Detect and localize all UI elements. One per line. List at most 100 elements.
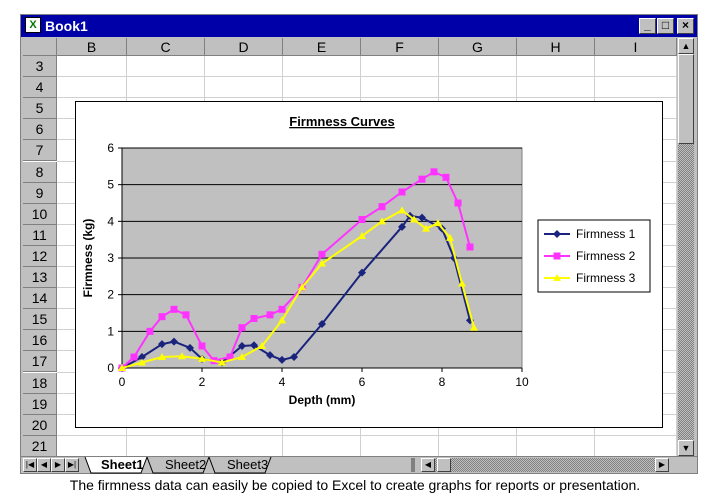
- row-header-11[interactable]: 11: [23, 224, 57, 246]
- y-tick-label: 0: [107, 361, 114, 375]
- minimize-button[interactable]: _: [639, 18, 656, 34]
- row-header-14[interactable]: 14: [23, 288, 57, 310]
- sheet-tab-sheet1[interactable]: Sheet1: [101, 457, 144, 472]
- horizontal-scroll-thumb[interactable]: [437, 458, 451, 472]
- hscroll-right-button[interactable]: ▶: [655, 458, 669, 472]
- row-header-6[interactable]: 6: [23, 119, 57, 141]
- resize-grip[interactable]: [671, 458, 693, 472]
- sheet-tab-sheet3[interactable]: Sheet3: [227, 457, 269, 472]
- row-header-19[interactable]: 19: [23, 393, 57, 415]
- column-header-f[interactable]: F: [361, 38, 439, 56]
- column-header-c[interactable]: C: [127, 38, 205, 56]
- column-header-e[interactable]: E: [283, 38, 361, 56]
- data-point: [422, 224, 430, 232]
- data-point: [466, 243, 474, 251]
- data-point: [170, 337, 178, 346]
- data-point: [198, 354, 206, 362]
- row-header-15[interactable]: 15: [23, 309, 57, 331]
- prev-sheet-button[interactable]: ◀: [37, 458, 51, 472]
- data-point: [218, 358, 226, 366]
- data-point: [278, 355, 286, 364]
- row-header-5[interactable]: 5: [23, 98, 57, 120]
- gridline: [676, 56, 677, 456]
- caption-text: The firmness data can easily be copied t…: [69, 477, 641, 493]
- row-header-12[interactable]: 12: [23, 245, 57, 267]
- row-header-13[interactable]: 13: [23, 267, 57, 289]
- legend-marker: [553, 230, 561, 238]
- scroll-down-button[interactable]: ▼: [678, 440, 694, 456]
- data-point: [410, 215, 418, 223]
- row-header-4[interactable]: 4: [23, 77, 57, 99]
- data-point: [458, 279, 466, 287]
- data-point: [158, 340, 166, 349]
- gridline: [57, 76, 677, 78]
- column-header-b[interactable]: B: [57, 38, 127, 56]
- excel-icon[interactable]: X: [25, 17, 41, 33]
- row-header-9[interactable]: 9: [23, 182, 57, 204]
- data-point: [226, 353, 234, 361]
- row-header-16[interactable]: 16: [23, 330, 57, 352]
- scroll-thumb[interactable]: [678, 54, 694, 144]
- data-point: [398, 206, 406, 214]
- last-sheet-button[interactable]: ▶|: [65, 458, 79, 472]
- data-point: [358, 268, 366, 277]
- y-tick-label: 2: [107, 288, 114, 302]
- legend-marker: [553, 252, 561, 260]
- row-header-18[interactable]: 18: [23, 372, 57, 394]
- data-point: [398, 222, 406, 231]
- data-point: [266, 351, 274, 360]
- data-point: [186, 343, 194, 352]
- data-point: [158, 313, 166, 321]
- data-point: [378, 217, 386, 225]
- select-all-corner[interactable]: [23, 38, 57, 56]
- title-bar[interactable]: X Book1 _ □ ×: [21, 15, 697, 37]
- column-header-g[interactable]: G: [439, 38, 517, 56]
- legend-marker: [553, 274, 561, 281]
- row-header-17[interactable]: 17: [23, 351, 57, 373]
- data-point: [178, 352, 186, 360]
- x-tick-label: 0: [119, 375, 126, 389]
- legend-label: Firmness 3: [576, 271, 636, 285]
- x-tick-label: 10: [515, 375, 529, 389]
- data-point: [318, 320, 326, 328]
- y-tick-label: 4: [107, 214, 114, 228]
- column-header-h[interactable]: H: [517, 38, 595, 56]
- data-point: [118, 364, 126, 371]
- data-point: [418, 175, 426, 183]
- first-sheet-button[interactable]: |◀: [23, 458, 37, 472]
- data-point: [238, 353, 246, 360]
- row-header-10[interactable]: 10: [23, 203, 57, 225]
- row-header-21[interactable]: 21: [23, 435, 57, 456]
- hscroll-left-button[interactable]: ◀: [421, 458, 435, 472]
- scroll-up-button[interactable]: ▲: [678, 38, 694, 54]
- row-header-8[interactable]: 8: [23, 161, 57, 183]
- gridline: [57, 434, 677, 436]
- x-tick-label: 6: [359, 375, 366, 389]
- column-header-i[interactable]: I: [595, 38, 677, 56]
- row-header-3[interactable]: 3: [23, 56, 57, 78]
- column-header-d[interactable]: D: [205, 38, 283, 56]
- data-point: [130, 353, 138, 361]
- window-title: Book1: [45, 18, 88, 34]
- close-button[interactable]: ×: [677, 18, 694, 34]
- y-tick-label: 5: [107, 178, 114, 192]
- data-point: [238, 324, 246, 332]
- horizontal-scroll-track[interactable]: [435, 458, 655, 472]
- data-point: [138, 358, 146, 366]
- vertical-scrollbar[interactable]: ▲ ▼: [677, 38, 695, 456]
- chart-object[interactable]: 0 1 2 3 4 5 6 0 2 4 6 8 10 Firmness Curves Depth (mm) F…: [75, 101, 663, 428]
- tab-split-handle[interactable]: [411, 458, 415, 472]
- row-header-20[interactable]: 20: [23, 414, 57, 436]
- x-axis-title: Depth (mm): [289, 393, 356, 407]
- next-sheet-button[interactable]: ▶: [51, 458, 65, 472]
- row-header-7[interactable]: 7: [23, 140, 57, 162]
- scroll-track[interactable]: [678, 54, 694, 440]
- data-point: [198, 342, 206, 350]
- data-point: [430, 168, 438, 176]
- legend-label: Firmness 1: [576, 227, 636, 241]
- legend-label: Firmness 2: [576, 249, 636, 263]
- maximize-button[interactable]: □: [657, 18, 674, 34]
- data-point: [250, 315, 258, 322]
- sheet-tab-sheet2[interactable]: Sheet2: [165, 457, 207, 472]
